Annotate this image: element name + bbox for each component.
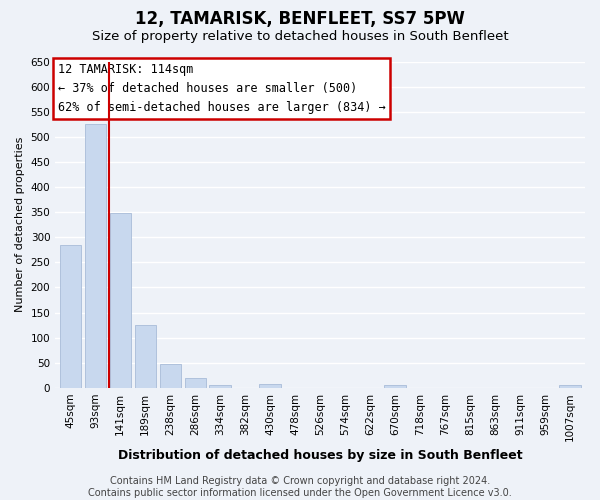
Y-axis label: Number of detached properties: Number of detached properties (15, 137, 25, 312)
Bar (85, 124, 106, 388)
Bar (160, 364, 181, 388)
Bar (134, 325, 156, 388)
Bar (185, 378, 206, 388)
Bar (259, 384, 281, 388)
Bar (559, 386, 581, 388)
Bar (385, 386, 406, 388)
X-axis label: Distribution of detached houses by size in South Benfleet: Distribution of detached houses by size … (118, 450, 523, 462)
Text: 12, TAMARISK, BENFLEET, SS7 5PW: 12, TAMARISK, BENFLEET, SS7 5PW (135, 10, 465, 28)
Bar (59, 244, 81, 388)
Text: 12 TAMARISK: 114sqm
← 37% of detached houses are smaller (500)
62% of semi-detac: 12 TAMARISK: 114sqm ← 37% of detached ho… (58, 63, 386, 114)
Bar (209, 386, 231, 388)
Text: Size of property relative to detached houses in South Benfleet: Size of property relative to detached ho… (92, 30, 508, 43)
Bar (110, 213, 131, 388)
Text: Contains HM Land Registry data © Crown copyright and database right 2024.
Contai: Contains HM Land Registry data © Crown c… (88, 476, 512, 498)
